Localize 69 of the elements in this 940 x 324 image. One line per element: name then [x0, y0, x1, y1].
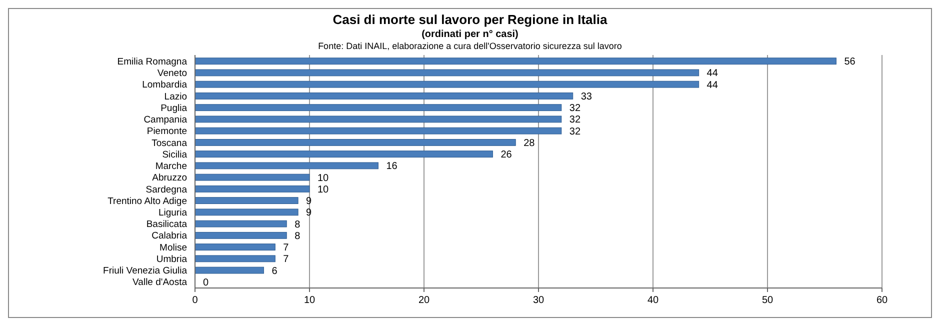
x-tick-label: 20	[418, 295, 430, 306]
bar	[194, 104, 562, 112]
y-tick-label: Marche	[155, 161, 187, 172]
data-label: 10	[318, 172, 330, 184]
data-label: 28	[524, 138, 536, 149]
y-tick-label: Liguria	[158, 208, 188, 218]
bar	[194, 197, 298, 204]
data-label: 44	[706, 80, 718, 91]
y-tick-label: Calabria	[152, 230, 188, 242]
bar	[194, 185, 310, 192]
data-label: 9	[306, 196, 312, 208]
chart-subtitle: (ordinati per n° casi)	[422, 29, 518, 40]
x-tick-label: 60	[876, 295, 888, 306]
data-label: 7	[283, 254, 290, 266]
chart-title: Casi di morte sul lavoro per Regione in Italia	[332, 12, 608, 27]
bar	[194, 92, 574, 100]
y-tick-label: Toscana	[152, 138, 188, 149]
data-label: 32	[569, 126, 581, 138]
bar	[194, 162, 378, 170]
y-tick-label: Piemonte	[146, 126, 187, 138]
data-label: 0	[203, 277, 209, 288]
bar	[194, 232, 287, 239]
y-tick-label: Campania	[144, 114, 188, 126]
data-label: 6	[272, 266, 278, 277]
y-tick-label: Umbria	[156, 254, 188, 265]
data-label: 16	[386, 161, 398, 172]
x-tick-label: 30	[532, 295, 544, 306]
data-label: 33	[580, 91, 592, 102]
y-tick-label: Puglia	[160, 102, 188, 114]
data-label: 7	[283, 242, 290, 254]
data-label: 8	[294, 230, 301, 242]
data-label: 56	[844, 56, 856, 68]
y-tick-label: Lombardia	[142, 80, 188, 91]
bar	[194, 139, 516, 146]
data-label: 10	[318, 184, 330, 196]
data-label: 9	[306, 208, 312, 219]
y-tick-label: Lazio	[164, 91, 187, 102]
bar	[194, 116, 562, 123]
x-tick-label: 10	[304, 295, 316, 306]
x-tick-label: 50	[762, 295, 774, 306]
bar	[194, 208, 298, 216]
source-note: Fonte: Dati INAIL, elaborazione a cura dell'Osservatorio sicurezza sul lavoro	[318, 41, 622, 51]
data-label: 32	[569, 103, 581, 114]
data-label: 44	[706, 68, 718, 80]
bar	[194, 127, 562, 134]
bar	[194, 150, 493, 158]
y-tick-label: Trentino Alto Adige	[108, 196, 187, 207]
y-tick-label: Sicilia	[162, 149, 188, 160]
x-tick-label: 0	[192, 295, 198, 306]
bar	[194, 255, 276, 262]
data-label: 8	[294, 219, 301, 230]
x-tick-label: 40	[647, 295, 659, 306]
bar	[194, 266, 264, 274]
y-tick-label: Basilicata	[146, 219, 188, 230]
bar	[194, 58, 836, 65]
y-tick-label: Emilia Romagna	[117, 56, 188, 68]
y-tick-label: Valle d'Aosta	[132, 277, 188, 288]
y-tick-label: Friuli Venezia Giulia	[103, 266, 188, 277]
data-label: 32	[569, 114, 581, 126]
bar	[194, 69, 700, 76]
bar	[194, 244, 276, 250]
y-tick-label: Molise	[160, 242, 187, 254]
data-label: 26	[500, 150, 512, 161]
bar	[194, 220, 287, 228]
bar	[194, 80, 700, 88]
y-tick-label: Abruzzo	[152, 172, 187, 184]
bar	[194, 174, 310, 181]
y-tick-label: Sardegna	[146, 184, 188, 196]
y-tick-label: Veneto	[157, 68, 187, 80]
